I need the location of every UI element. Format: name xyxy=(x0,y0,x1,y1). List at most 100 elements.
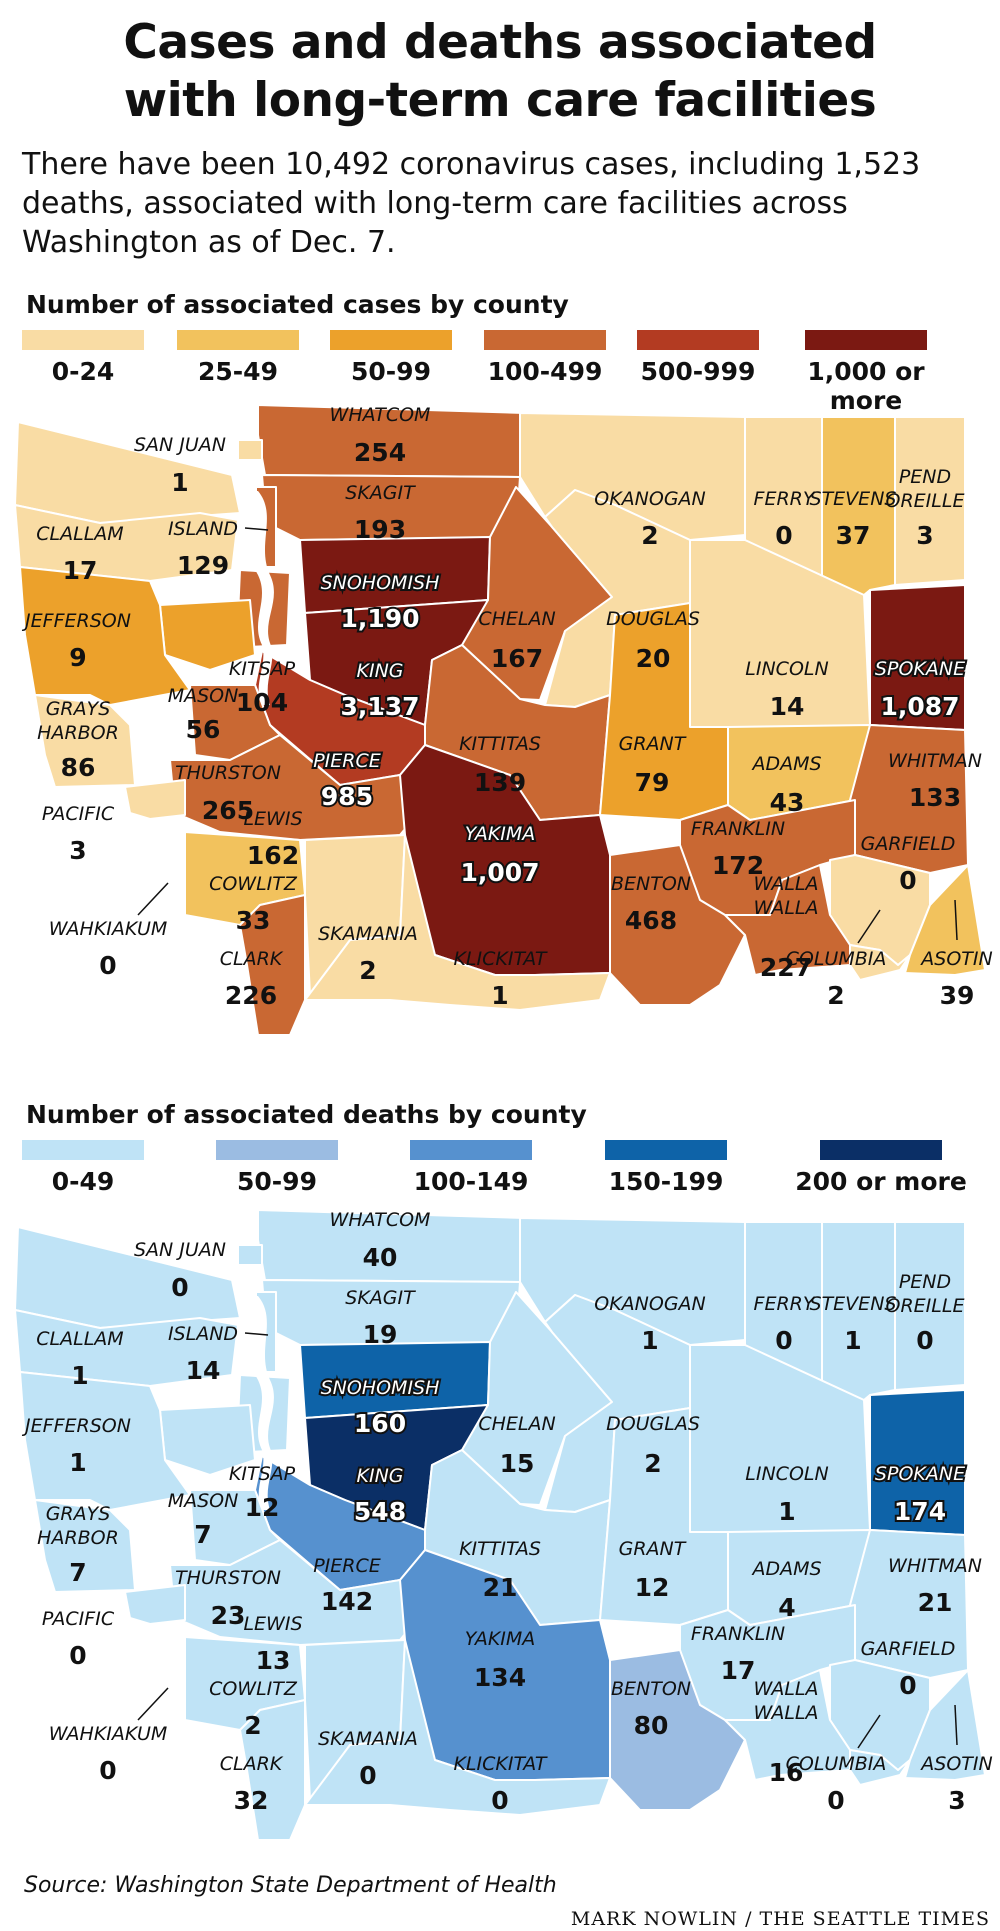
deaths-leader-columbia xyxy=(857,1714,881,1749)
cases-county-columbia xyxy=(849,944,911,981)
deaths-county-name-pacific: PACIFIC xyxy=(42,1608,115,1630)
deaths-county-clark xyxy=(239,1699,306,1841)
deaths-county-pend-oreille xyxy=(894,1221,966,1391)
deaths-county-name-asotin: ASOTIN xyxy=(919,1753,992,1775)
deaths-county-name-skagit: SKAGIT xyxy=(345,1287,416,1309)
source-note: Source: Washington State Department of H… xyxy=(24,1873,557,1898)
deaths-county-name-franklin: FRANKLIN xyxy=(691,1623,785,1645)
deaths-county-name-yakima: YAKIMA xyxy=(465,1628,536,1650)
cases-county-klickitat xyxy=(304,834,611,1011)
deaths-county-value-douglas: 2 xyxy=(644,1449,661,1478)
cases-county-name-pend-oreille: PEND OREILLE xyxy=(886,466,965,512)
deaths-county-value-columbia: 0 xyxy=(827,1786,844,1815)
cases-legend-swatch-50-99 xyxy=(330,330,452,350)
deaths-county-name-king: KING xyxy=(357,1465,404,1487)
title-line-1: Cases and deaths associated xyxy=(123,15,877,70)
deaths-legend-swatch-0-49 xyxy=(22,1140,144,1160)
cases-county-name-okanogan: OKANOGAN xyxy=(594,488,706,510)
cases-county-value-franklin: 172 xyxy=(712,851,764,880)
cases-county-name-whitman: WHITMAN xyxy=(888,750,982,772)
cases-county-name-benton: BENTON xyxy=(611,873,691,895)
cases-county-value-benton: 468 xyxy=(625,906,677,935)
cases-county-name-pierce: PIERCE xyxy=(313,750,381,772)
cases-county-value-grant: 79 xyxy=(635,768,670,797)
cases-legend-title: Number of associated cases by county xyxy=(26,290,569,319)
deaths-county-name-kitsap: KITSAP xyxy=(229,1463,296,1485)
deaths-legend-label-100-149: 100-149 xyxy=(413,1167,529,1196)
cases-puget-sound xyxy=(246,491,274,705)
cases-county-value-garfield: 0 xyxy=(899,866,916,895)
deaths-county-value-whitman: 21 xyxy=(918,1588,953,1617)
deaths-county-name-stevens: STEVENS xyxy=(810,1293,897,1315)
deaths-county-value-kitsap: 12 xyxy=(245,1493,280,1522)
deaths-puget-sound xyxy=(246,1296,274,1510)
deaths-county-name-grant: GRANT xyxy=(619,1538,687,1560)
cases-county-value-spokane: 1,087 xyxy=(880,692,959,721)
page-title: Cases and deaths associated with long-te… xyxy=(0,14,1000,130)
cases-legend-label-1-000-or-more: 1,000 or more xyxy=(807,357,925,415)
deaths-county-value-clallam: 1 xyxy=(71,1361,88,1390)
deaths-county-name-pierce: PIERCE xyxy=(313,1555,381,1577)
deaths-county-name-skamania: SKAMANIA xyxy=(318,1728,418,1750)
cases-county-value-kitsap: 104 xyxy=(236,688,288,717)
credit-line: MARK NOWLIN / THE SEATTLE TIMES xyxy=(570,1908,990,1930)
deaths-county-name-klickitat: KLICKITAT xyxy=(453,1753,547,1775)
deaths-leader-wahkiakum xyxy=(137,1687,169,1721)
cases-county-name-franklin: FRANKLIN xyxy=(691,818,785,840)
deaths-county-value-mason: 7 xyxy=(194,1520,211,1549)
deaths-county-value-san-juan: 0 xyxy=(171,1273,188,1302)
deaths-county-value-lincoln: 1 xyxy=(778,1497,795,1526)
deaths-county-name-ferry: FERRY xyxy=(754,1293,816,1315)
deaths-county-name-douglas: DOUGLAS xyxy=(606,1413,700,1435)
deaths-county-name-lincoln: LINCOLN xyxy=(745,1463,828,1485)
deaths-county-value-chelan: 15 xyxy=(500,1449,535,1478)
deaths-county-shapes xyxy=(14,1209,986,1841)
deaths-county-value-ferry: 0 xyxy=(775,1326,792,1355)
deaths-county-value-wahkiakum: 0 xyxy=(99,1756,116,1785)
deaths-county-name-spokane: SPOKANE xyxy=(875,1463,965,1485)
cases-county-name-lincoln: LINCOLN xyxy=(745,658,828,680)
deaths-county-klickitat xyxy=(304,1639,611,1816)
deaths-county-value-skamania: 0 xyxy=(359,1761,376,1790)
cases-county-value-adams: 43 xyxy=(770,788,805,817)
cases-county-name-san-juan: SAN JUAN xyxy=(134,434,226,456)
cases-county-name-grant: GRANT xyxy=(619,733,687,755)
cases-leader-asotin xyxy=(954,899,958,941)
deaths-county-value-lewis: 13 xyxy=(256,1646,291,1675)
deaths-leader-asotin xyxy=(954,1704,958,1746)
deaths-county-name-cowlitz: COWLITZ xyxy=(209,1678,298,1700)
cases-county-name-thurston: THURSTON xyxy=(175,762,281,784)
cases-county-value-walla-walla: 227 xyxy=(760,953,812,982)
deaths-county-grays-harbor xyxy=(19,1371,191,1511)
deaths-county-name-jefferson: JEFFERSON xyxy=(21,1415,131,1437)
cases-county-name-adams: ADAMS xyxy=(750,753,821,775)
deaths-legend-label-150-199: 150-199 xyxy=(608,1167,724,1196)
cases-county-name-ferry: FERRY xyxy=(754,488,816,510)
cases-county-value-whatcom: 254 xyxy=(354,438,406,467)
deaths-county-value-jefferson: 1 xyxy=(69,1448,86,1477)
deaths-county-value-asotin: 3 xyxy=(948,1786,965,1815)
cases-county-value-skamania: 2 xyxy=(359,956,376,985)
cases-county-value-thurston: 265 xyxy=(202,796,254,825)
cases-county-value-pierce: 985 xyxy=(321,782,373,811)
deaths-county-name-kittitas: KITTITAS xyxy=(459,1538,541,1560)
cases-county-name-kittitas: KITTITAS xyxy=(459,733,541,755)
cases-county-wahkiakum xyxy=(124,779,186,820)
cases-county-value-lincoln: 14 xyxy=(770,692,805,721)
cases-county-value-cowlitz: 33 xyxy=(236,906,271,935)
cases-county-pend-oreille xyxy=(894,416,966,586)
cases-county-name-garfield: GARFIELD xyxy=(861,833,956,855)
deaths-county-value-cowlitz: 2 xyxy=(244,1711,261,1740)
cases-legend-label-25-49: 25-49 xyxy=(198,357,278,386)
deaths-county-value-whatcom: 40 xyxy=(363,1243,398,1272)
deaths-county-value-stevens: 1 xyxy=(844,1326,861,1355)
cases-legend-swatch-1-000-or-more xyxy=(805,330,927,350)
cases-county-value-clallam: 17 xyxy=(63,556,98,585)
cases-county-value-clark: 226 xyxy=(225,981,277,1010)
cases-county-value-pacific: 3 xyxy=(69,836,86,865)
cases-county-value-mason: 56 xyxy=(186,715,221,744)
deaths-county-value-spokane: 174 xyxy=(894,1497,946,1526)
deaths-county-name-grays-harbor: GRAYS HARBOR xyxy=(37,1503,119,1549)
cases-county-name-clallam: CLALLAM xyxy=(36,523,123,545)
